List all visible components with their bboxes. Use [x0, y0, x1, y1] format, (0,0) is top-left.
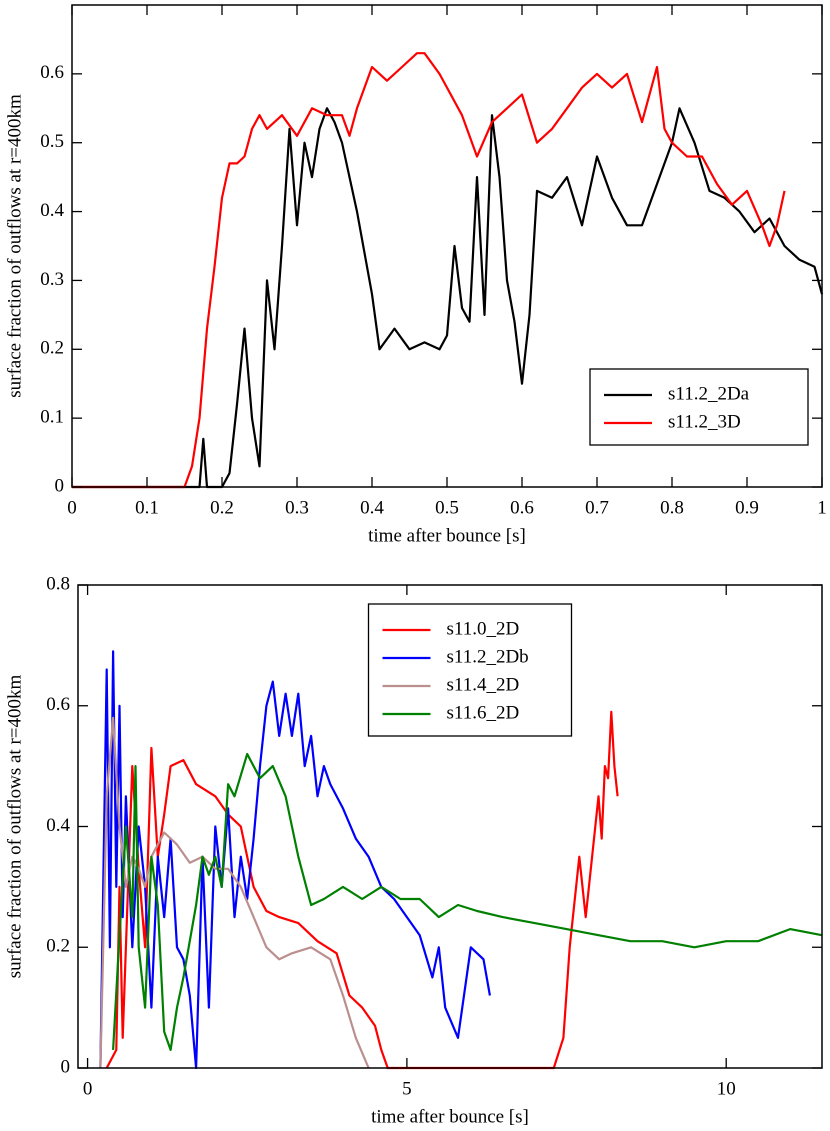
legend-label: s11.4_2D [447, 674, 520, 695]
x-axis-label: time after bounce [s] [368, 525, 526, 546]
y-tick-label: 0 [55, 475, 65, 496]
series-line [72, 52, 786, 489]
legend-label: s11.2_3D [668, 411, 741, 432]
plot [72, 52, 824, 489]
x-tick-label: 0.9 [735, 497, 759, 518]
x-tick-label: 0 [67, 497, 77, 518]
y-tick-label: 0.2 [46, 936, 70, 957]
x-tick-label: 1 [817, 497, 827, 518]
x-tick-label: 0.6 [510, 497, 534, 518]
y-tick-label: 0.3 [40, 269, 64, 290]
x-tick-label: 0.5 [435, 497, 459, 518]
x-axis-label: time after bounce [s] [371, 1106, 529, 1127]
y-tick-label: 0.5 [40, 131, 64, 152]
y-tick-label: 0 [61, 1056, 71, 1077]
legend-label: s11.0_2D [447, 618, 520, 639]
x-tick-label: 0.4 [360, 497, 384, 518]
x-tick-label: 0.3 [285, 497, 309, 518]
x-tick-label: 0.2 [210, 497, 234, 518]
series-line [112, 752, 823, 1051]
x-tick-label: 0.7 [585, 497, 609, 518]
legend-label: s11.2_2Da [668, 383, 750, 404]
x-tick-label: 0.1 [135, 497, 159, 518]
x-tick-label: 0.8 [660, 497, 684, 518]
y-tick-label: 0.1 [40, 407, 64, 428]
y-tick-label: 0.8 [46, 573, 70, 594]
series-line [105, 710, 619, 1070]
x-tick-label: 10 [717, 1078, 736, 1099]
legend-label: s11.6_2D [447, 702, 520, 723]
series-line [72, 107, 824, 489]
y-tick-label: 0.4 [46, 815, 70, 836]
y-tick-label: 0.6 [40, 62, 64, 83]
y-tick-label: 0.4 [40, 200, 64, 221]
legend-box [589, 368, 809, 446]
y-axis-label: surface fraction of outflows at r=400km [4, 94, 25, 398]
series-line [99, 650, 491, 1070]
plot [99, 650, 823, 1070]
y-tick-label: 0.6 [46, 694, 70, 715]
x-tick-label: 5 [402, 1078, 412, 1099]
y-tick-label: 0.2 [40, 338, 64, 359]
x-tick-label: 0 [83, 1078, 93, 1099]
legend-label: s11.2_2Db [447, 646, 529, 667]
y-axis-label: surface fraction of outflows at r=400km [4, 675, 25, 979]
